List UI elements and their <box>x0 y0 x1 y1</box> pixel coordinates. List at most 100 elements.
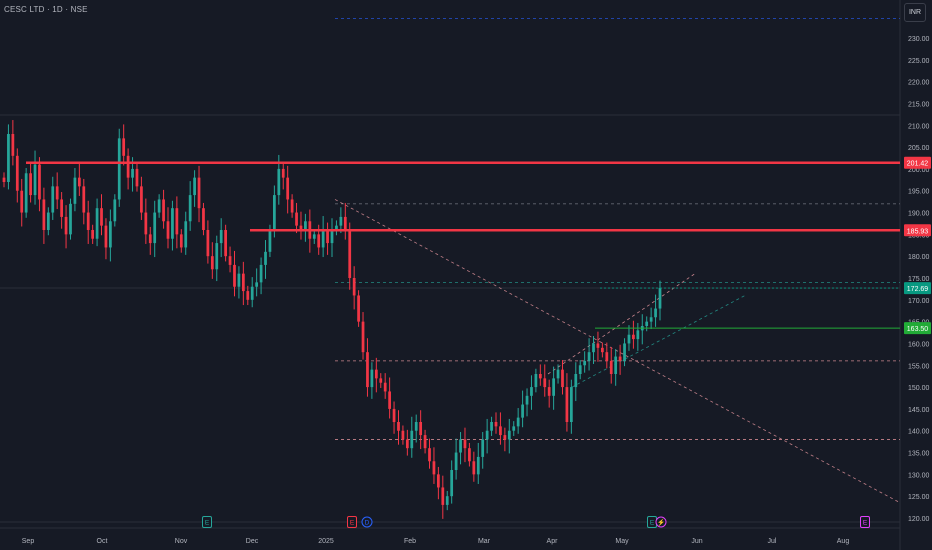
candle-body <box>392 408 396 422</box>
candle-body <box>237 273 241 287</box>
event-marker-label: ⚡ <box>657 519 665 527</box>
candle-body <box>618 356 622 361</box>
candle-body <box>609 360 613 374</box>
candle-body <box>352 278 356 296</box>
candle-body <box>623 343 626 361</box>
candle-body <box>357 295 360 322</box>
candle-body <box>100 208 103 226</box>
candle-body <box>241 273 245 292</box>
price-tick-label: 190.00 <box>908 211 930 218</box>
candle-body <box>512 426 516 431</box>
candle-body <box>485 430 489 440</box>
candle-body <box>370 369 374 388</box>
candle-body <box>175 208 179 235</box>
symbol-title: CESC LTD · 1D · NSE <box>4 5 88 14</box>
price-tick-label: 195.00 <box>908 189 930 196</box>
candle-body <box>122 138 126 156</box>
candle-body <box>468 448 471 462</box>
price-tick-label: 180.00 <box>908 254 930 261</box>
candle-body <box>295 212 298 226</box>
time-tick-label: Dec <box>246 538 259 545</box>
candle-body <box>366 352 369 388</box>
candle-body <box>109 221 112 248</box>
candle-body <box>601 347 604 353</box>
price-level-tag <box>904 282 931 295</box>
candle-body <box>73 177 77 204</box>
price-tick-label: 140.00 <box>908 429 930 436</box>
candle-body <box>38 164 41 200</box>
candle-body <box>273 195 276 230</box>
price-level-tag <box>904 156 931 169</box>
candle-body <box>117 138 121 200</box>
candle-body <box>228 256 232 265</box>
price-level-tag <box>904 322 931 335</box>
candle-body <box>374 369 378 379</box>
candle-body <box>596 343 600 348</box>
candle-body <box>405 439 409 449</box>
candle-body <box>534 374 538 388</box>
price-level-label: 163.50 <box>907 326 929 333</box>
price-tick-label: 205.00 <box>908 145 930 152</box>
price-tick-label: 170.00 <box>908 298 930 305</box>
candle-body <box>423 435 427 449</box>
candle-body <box>507 430 511 440</box>
candle-body <box>383 382 387 392</box>
currency-button[interactable]: INR <box>904 3 926 22</box>
candle-body <box>268 230 272 252</box>
channel-upper-line <box>547 273 696 375</box>
price-tick-label: 120.00 <box>908 516 930 523</box>
candle-body <box>171 208 174 239</box>
candle-body <box>592 343 595 353</box>
candle-body <box>348 230 352 278</box>
price-tick-label: 225.00 <box>908 58 930 65</box>
candle-body <box>397 422 400 431</box>
candle-body <box>335 225 338 230</box>
candle-body <box>42 199 46 230</box>
candle-body <box>463 439 467 449</box>
candle-body <box>264 251 267 265</box>
candle-body <box>437 474 440 488</box>
candle-body <box>277 168 281 196</box>
candle-body <box>388 391 391 409</box>
candle-body <box>632 334 635 340</box>
candle-body <box>578 365 582 374</box>
candle-body <box>645 321 649 326</box>
time-tick-label: May <box>615 538 629 545</box>
candle-body <box>126 155 130 178</box>
candle-body <box>33 164 37 196</box>
price-level-label: 201.42 <box>907 161 929 168</box>
time-tick-label: Aug <box>837 538 850 545</box>
price-tick-label: 230.00 <box>908 36 930 43</box>
candle-body <box>445 496 449 505</box>
price-tick-label: 175.00 <box>908 276 930 283</box>
earnings-marker <box>860 516 870 528</box>
candle-body <box>7 134 10 182</box>
candle-body <box>135 168 139 187</box>
candle-body <box>330 230 334 244</box>
candle-body <box>552 378 555 396</box>
candle-body <box>654 308 657 318</box>
candle-body <box>69 203 72 235</box>
price-level-label: 172.69 <box>907 286 929 293</box>
candle-body <box>131 168 134 178</box>
candle-body <box>521 404 524 418</box>
time-tick-label: Sep <box>22 538 35 545</box>
time-tick-label: Mar <box>478 538 491 545</box>
candle-body <box>658 288 662 309</box>
candle-body <box>414 422 418 431</box>
candle-body <box>202 208 205 230</box>
candle-body <box>419 422 423 436</box>
candle-body <box>561 369 564 388</box>
candle-body <box>574 374 578 388</box>
candle-body <box>259 264 263 283</box>
candle-body <box>46 212 50 230</box>
candle-body <box>162 199 165 222</box>
time-tick-label: Oct <box>97 538 108 545</box>
candle-body <box>326 230 329 244</box>
price-tick-label: 160.00 <box>908 341 930 348</box>
event-marker-label: E <box>350 520 355 527</box>
candle-body <box>649 317 653 322</box>
candle-body <box>583 360 587 366</box>
